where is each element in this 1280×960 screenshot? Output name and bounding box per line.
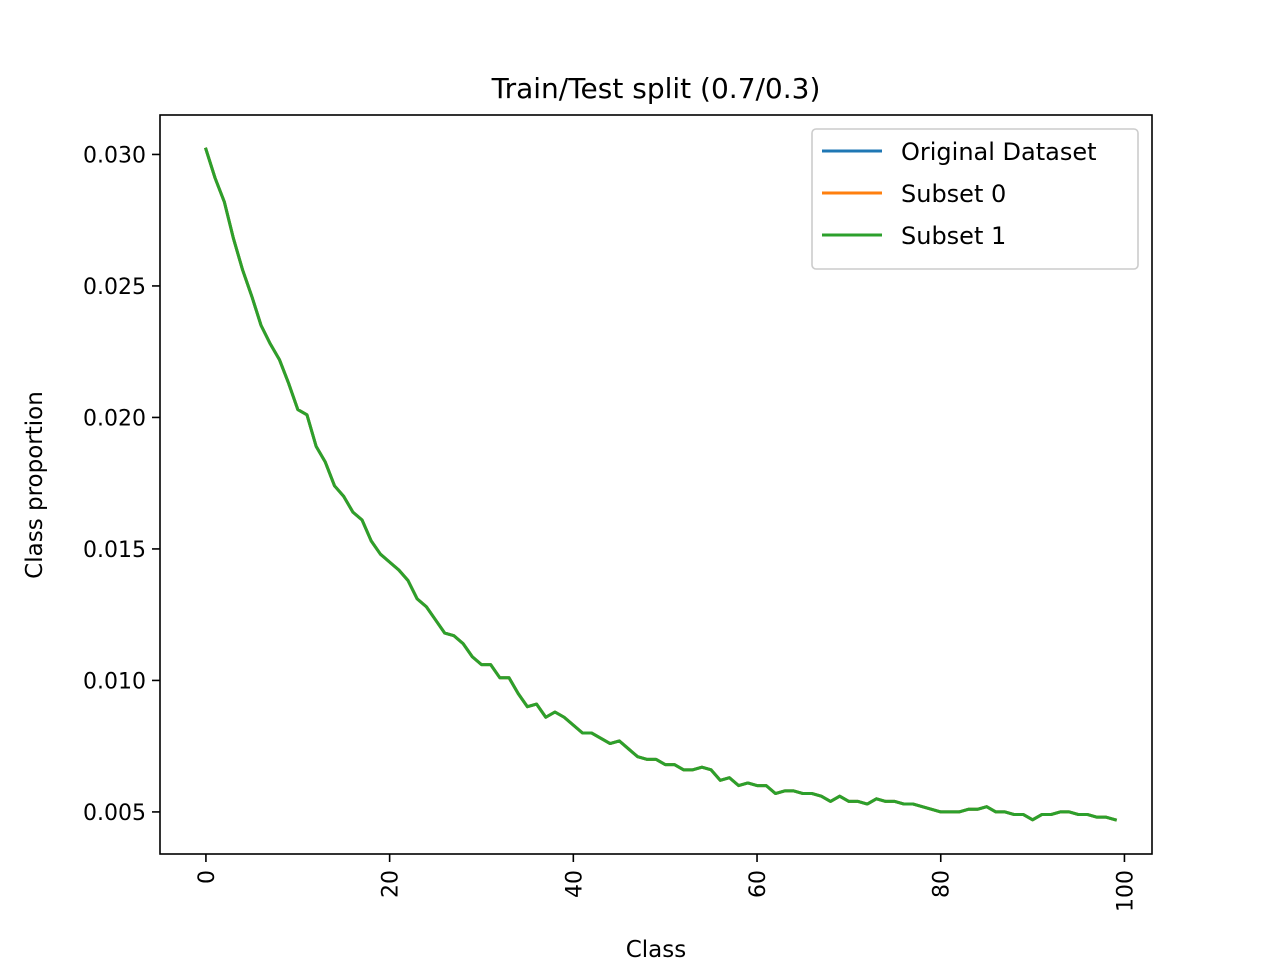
x-tick-label: 40 [562, 870, 587, 898]
x-tick-label: 60 [746, 870, 771, 898]
y-tick-label: 0.025 [83, 275, 146, 300]
legend-box [811, 128, 1139, 270]
y-axis-ticks: 0.005 0.010 0.015 0.020 0.025 0.030 [83, 143, 160, 826]
x-tick-label: 20 [379, 870, 404, 898]
y-tick-label: 0.020 [83, 406, 146, 431]
x-axis-ticks: 0 20 40 60 80 100 [195, 854, 1138, 912]
x-tick-label: 80 [930, 870, 955, 898]
plot-area-frame [159, 114, 1153, 855]
x-axis-label: Class [626, 937, 687, 960]
y-tick-label: 0.015 [83, 538, 146, 563]
legend: Original Dataset Subset 0 Subset 1 [811, 128, 1139, 270]
y-axis-label: Class proportion [22, 391, 48, 579]
x-tick-label: 100 [1113, 870, 1138, 912]
y-tick-label: 0.030 [83, 143, 146, 168]
legend-label: Subset 0 [901, 180, 1006, 208]
y-tick-label: 0.010 [83, 669, 146, 694]
legend-label: Subset 1 [901, 222, 1006, 250]
legend-label: Original Dataset [901, 138, 1097, 166]
series-line-2 [204, 147, 1118, 822]
x-tick-label: 0 [195, 870, 220, 884]
series-layer [204, 147, 1118, 822]
chart-title: Train/Test split (0.7/0.3) [491, 72, 821, 105]
y-tick-label: 0.005 [83, 801, 146, 826]
